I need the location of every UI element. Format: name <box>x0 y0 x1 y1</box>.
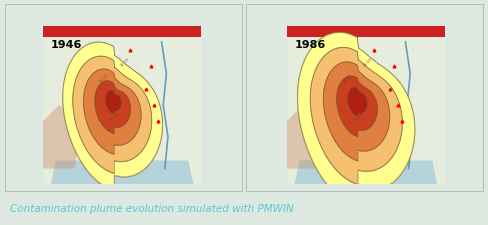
Polygon shape <box>73 57 152 174</box>
Polygon shape <box>43 27 201 184</box>
Polygon shape <box>287 27 445 38</box>
Polygon shape <box>43 38 201 184</box>
Polygon shape <box>105 91 122 115</box>
Polygon shape <box>297 33 415 208</box>
Polygon shape <box>295 161 437 184</box>
Text: Contamination plume evolution simulated with PMWIN: Contamination plume evolution simulated … <box>10 204 293 214</box>
Text: 1E-03: 1E-03 <box>109 112 121 122</box>
Polygon shape <box>95 81 131 134</box>
Polygon shape <box>43 27 201 38</box>
Text: 1946: 1946 <box>51 40 82 50</box>
Polygon shape <box>83 70 141 155</box>
Polygon shape <box>287 27 445 184</box>
Polygon shape <box>62 43 163 191</box>
Polygon shape <box>347 88 367 117</box>
Polygon shape <box>310 48 403 185</box>
Text: 1E-03: 1E-03 <box>363 56 374 67</box>
Polygon shape <box>43 106 82 169</box>
Text: 1E-02: 1E-02 <box>99 72 109 83</box>
Polygon shape <box>323 63 390 162</box>
Text: 1E-02: 1E-02 <box>342 72 353 83</box>
Text: 1E-03: 1E-03 <box>353 112 364 122</box>
Polygon shape <box>287 38 445 184</box>
Text: 1E-02: 1E-02 <box>350 88 361 99</box>
Polygon shape <box>337 76 378 137</box>
Text: 1E-03: 1E-03 <box>119 56 130 67</box>
Text: 1E-02: 1E-02 <box>106 88 117 99</box>
Text: 1986: 1986 <box>295 40 326 50</box>
Polygon shape <box>51 161 193 184</box>
Polygon shape <box>287 106 326 169</box>
